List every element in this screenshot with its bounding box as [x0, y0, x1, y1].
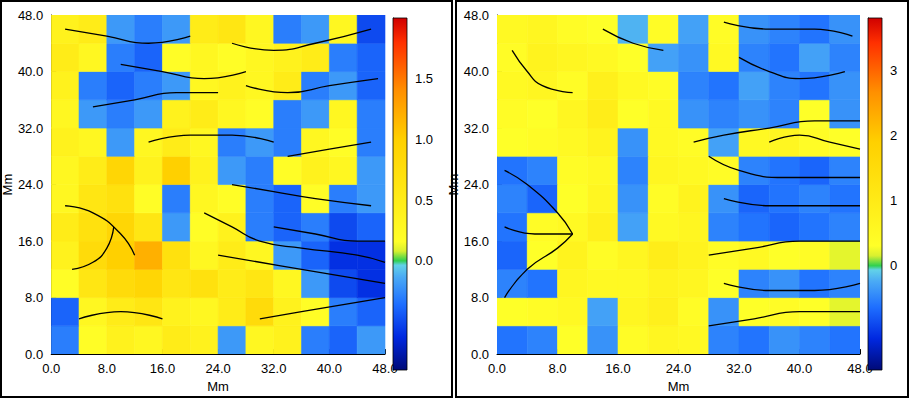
- svg-text:0.0: 0.0: [42, 361, 60, 376]
- svg-text:0.0: 0.0: [471, 347, 489, 362]
- svg-text:Mm: Mm: [668, 379, 690, 394]
- svg-text:Mm: Mm: [207, 379, 229, 394]
- svg-text:32.0: 32.0: [261, 361, 286, 376]
- svg-text:24.0: 24.0: [666, 361, 691, 376]
- svg-text:1.0: 1.0: [415, 132, 433, 147]
- svg-text:0.0: 0.0: [488, 361, 506, 376]
- svg-text:3: 3: [890, 63, 897, 78]
- svg-text:0.0: 0.0: [25, 347, 43, 362]
- svg-text:Mm: Mm: [446, 174, 461, 196]
- svg-text:48.0: 48.0: [847, 361, 873, 377]
- svg-text:40.0: 40.0: [464, 64, 489, 79]
- svg-text:48.0: 48.0: [18, 8, 43, 23]
- svg-text:8.0: 8.0: [471, 290, 489, 305]
- svg-text:0.0: 0.0: [415, 253, 433, 268]
- svg-text:0: 0: [890, 258, 897, 273]
- svg-text:40.0: 40.0: [18, 64, 43, 79]
- svg-text:16.0: 16.0: [605, 361, 630, 376]
- svg-text:Mm: Mm: [0, 174, 15, 196]
- svg-text:8.0: 8.0: [25, 290, 43, 305]
- svg-text:0.5: 0.5: [415, 193, 433, 208]
- svg-text:8.0: 8.0: [98, 361, 116, 376]
- svg-text:24.0: 24.0: [464, 177, 489, 192]
- svg-text:40.0: 40.0: [787, 361, 812, 376]
- svg-text:8.0: 8.0: [548, 361, 566, 376]
- svg-text:32.0: 32.0: [464, 121, 489, 136]
- svg-text:1: 1: [890, 193, 897, 208]
- svg-text:24.0: 24.0: [205, 361, 230, 376]
- svg-text:1.5: 1.5: [415, 71, 433, 86]
- svg-text:48.0: 48.0: [372, 361, 398, 377]
- svg-text:16.0: 16.0: [150, 361, 175, 376]
- svg-text:24.0: 24.0: [18, 177, 43, 192]
- svg-text:32.0: 32.0: [18, 121, 43, 136]
- svg-text:16.0: 16.0: [464, 234, 489, 249]
- svg-text:48.0: 48.0: [464, 8, 489, 23]
- svg-text:40.0: 40.0: [317, 361, 342, 376]
- svg-text:16.0: 16.0: [18, 234, 43, 249]
- svg-text:2: 2: [890, 128, 897, 143]
- svg-text:32.0: 32.0: [726, 361, 751, 376]
